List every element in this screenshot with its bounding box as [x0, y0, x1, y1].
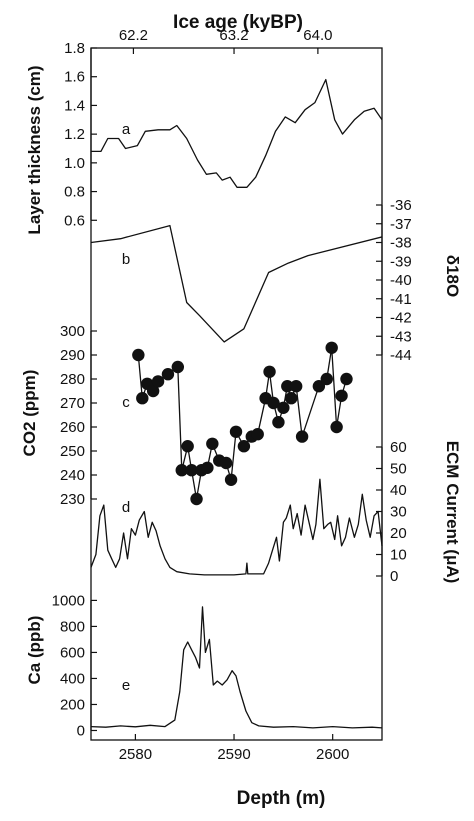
panel-label-e: e: [122, 677, 130, 694]
y-tick-label-b: -41: [390, 291, 412, 308]
y-axis-label-a: Layer thickness (cm): [25, 65, 44, 234]
data-point-c: [146, 384, 160, 398]
y-tick-label-b: -37: [390, 216, 412, 233]
data-point-c: [185, 464, 198, 477]
data-point-c: [320, 372, 333, 386]
y-tick-label-c: 270: [60, 395, 85, 412]
y-tick-label-d: 0: [390, 568, 398, 585]
data-point-c: [229, 425, 243, 438]
x-tick-label: 2600: [316, 746, 349, 763]
y-axis-label-c: CO2 (ppm): [20, 370, 39, 457]
y-tick-label-b: -40: [390, 272, 412, 289]
y-tick-label-a: 0.8: [64, 184, 85, 201]
data-point-c: [132, 348, 145, 362]
data-point-c: [224, 473, 238, 486]
top-axis: 62.2 63.2 64.0: [119, 27, 332, 54]
data-point-c: [190, 492, 203, 506]
series-line-e: [90, 606, 383, 729]
data-point-c: [161, 368, 175, 381]
y-tick-label-e: 200: [60, 696, 85, 713]
top-tick-label: 63.2: [219, 27, 248, 44]
data-point-c: [219, 456, 233, 470]
panel-e: 0 200 400 600 800 1000 Ca (ppb) e: [25, 592, 383, 739]
y-tick-label-d: 30: [390, 504, 407, 521]
data-point-c: [289, 380, 303, 393]
y-tick-label-c: 250: [60, 443, 85, 460]
y-tick-label-a: 1.4: [64, 97, 85, 114]
top-tick-label: 64.0: [303, 27, 332, 44]
data-point-c: [285, 392, 298, 405]
y-tick-label-e: 600: [60, 644, 85, 661]
data-point-c: [181, 440, 194, 453]
data-point-c: [295, 430, 309, 443]
y-tick-label-a: 1.0: [64, 155, 85, 172]
x-axis-label: Depth (m): [237, 788, 326, 809]
series-line-d: [90, 478, 383, 576]
y-tick-label-b: -39: [390, 253, 412, 270]
panels: 0.6 0.8 1.0 1.2 1.4 1.6 1.8 Layer thickness (cm…: [20, 40, 462, 739]
data-point-c: [340, 372, 353, 386]
series-line-b: [90, 224, 383, 343]
y-tick-label-c: 230: [60, 491, 85, 508]
panel-label-d: d: [122, 499, 130, 516]
y-tick-label-e: 1000: [52, 592, 85, 609]
data-point-c: [277, 401, 290, 414]
x-tick-label: 2580: [119, 746, 152, 763]
y-tick-label-c: 280: [60, 371, 85, 388]
y-tick-label-b: -38: [390, 235, 412, 252]
y-axis-label-e: Ca (ppb): [25, 616, 44, 685]
x-tick-label: 2590: [217, 746, 250, 763]
y-tick-label-e: 400: [60, 670, 85, 687]
chart-title: Ice age (kyBP): [173, 12, 303, 33]
data-point-c: [251, 428, 264, 441]
y-tick-label-d: 20: [390, 525, 407, 542]
y-tick-label-b: -36: [390, 197, 412, 214]
data-point-c: [237, 440, 251, 453]
data-point-c: [330, 420, 343, 434]
y-tick-label-b: -42: [390, 310, 412, 327]
panel-label-c: c: [122, 394, 130, 411]
y-tick-label-e: 0: [77, 722, 85, 739]
panel-c: 230 240 250 260 270 280 290 300 CO2 (ppm) c: [20, 323, 353, 508]
panel-b: -36 -37 -38-39 -40 -41 -42-43 -44 δ18O b: [90, 197, 462, 364]
y-tick-label-d: 50: [390, 461, 407, 478]
data-point-c: [281, 380, 294, 393]
panel-d: 0 10 20 30 40 50 60 ECM Current (μA) d: [90, 439, 462, 585]
y-tick-label-a: 0.6: [64, 212, 85, 229]
bottom-axis: 2580 2590 2600: [119, 734, 349, 763]
data-point-c: [267, 396, 280, 410]
y-tick-label-a: 1.6: [64, 69, 85, 86]
y-tick-label-b: -43: [390, 328, 412, 345]
data-point-c: [263, 365, 276, 378]
data-point-c: [171, 360, 185, 374]
data-point-c: [325, 341, 338, 354]
data-point-c: [151, 375, 165, 388]
y-tick-label-c: 290: [60, 347, 85, 364]
y-tick-label-c: 240: [60, 467, 85, 484]
y-tick-label-e: 800: [60, 618, 85, 635]
y-tick-label-a: 1.2: [64, 126, 85, 143]
panel-a: 0.6 0.8 1.0 1.2 1.4 1.6 1.8 Layer thickness (cm…: [25, 40, 383, 235]
y-tick-label-b: -44: [390, 347, 412, 364]
panel-label-b: b: [122, 251, 130, 268]
data-point-c: [312, 380, 326, 393]
data-point-c: [175, 464, 188, 477]
y-tick-label-a: 1.8: [64, 40, 85, 57]
y-tick-label-c: 260: [60, 419, 85, 436]
y-tick-label-d: 10: [390, 547, 407, 564]
series-line-a: [91, 78, 383, 188]
y-axis-label-b: δ18O: [443, 255, 462, 297]
data-point-c: [201, 461, 214, 474]
top-tick-label: 62.2: [119, 27, 148, 44]
y-tick-label-d: 60: [390, 439, 407, 456]
y-tick-label-d: 40: [390, 482, 407, 499]
y-axis-label-d: ECM Current (μA): [443, 441, 462, 584]
data-point-c: [272, 416, 285, 429]
data-point-c: [136, 392, 149, 405]
y-tick-label-c: 300: [60, 323, 85, 340]
panel-label-a: a: [122, 121, 131, 138]
data-point-c: [206, 437, 219, 450]
data-point-c: [335, 389, 348, 402]
